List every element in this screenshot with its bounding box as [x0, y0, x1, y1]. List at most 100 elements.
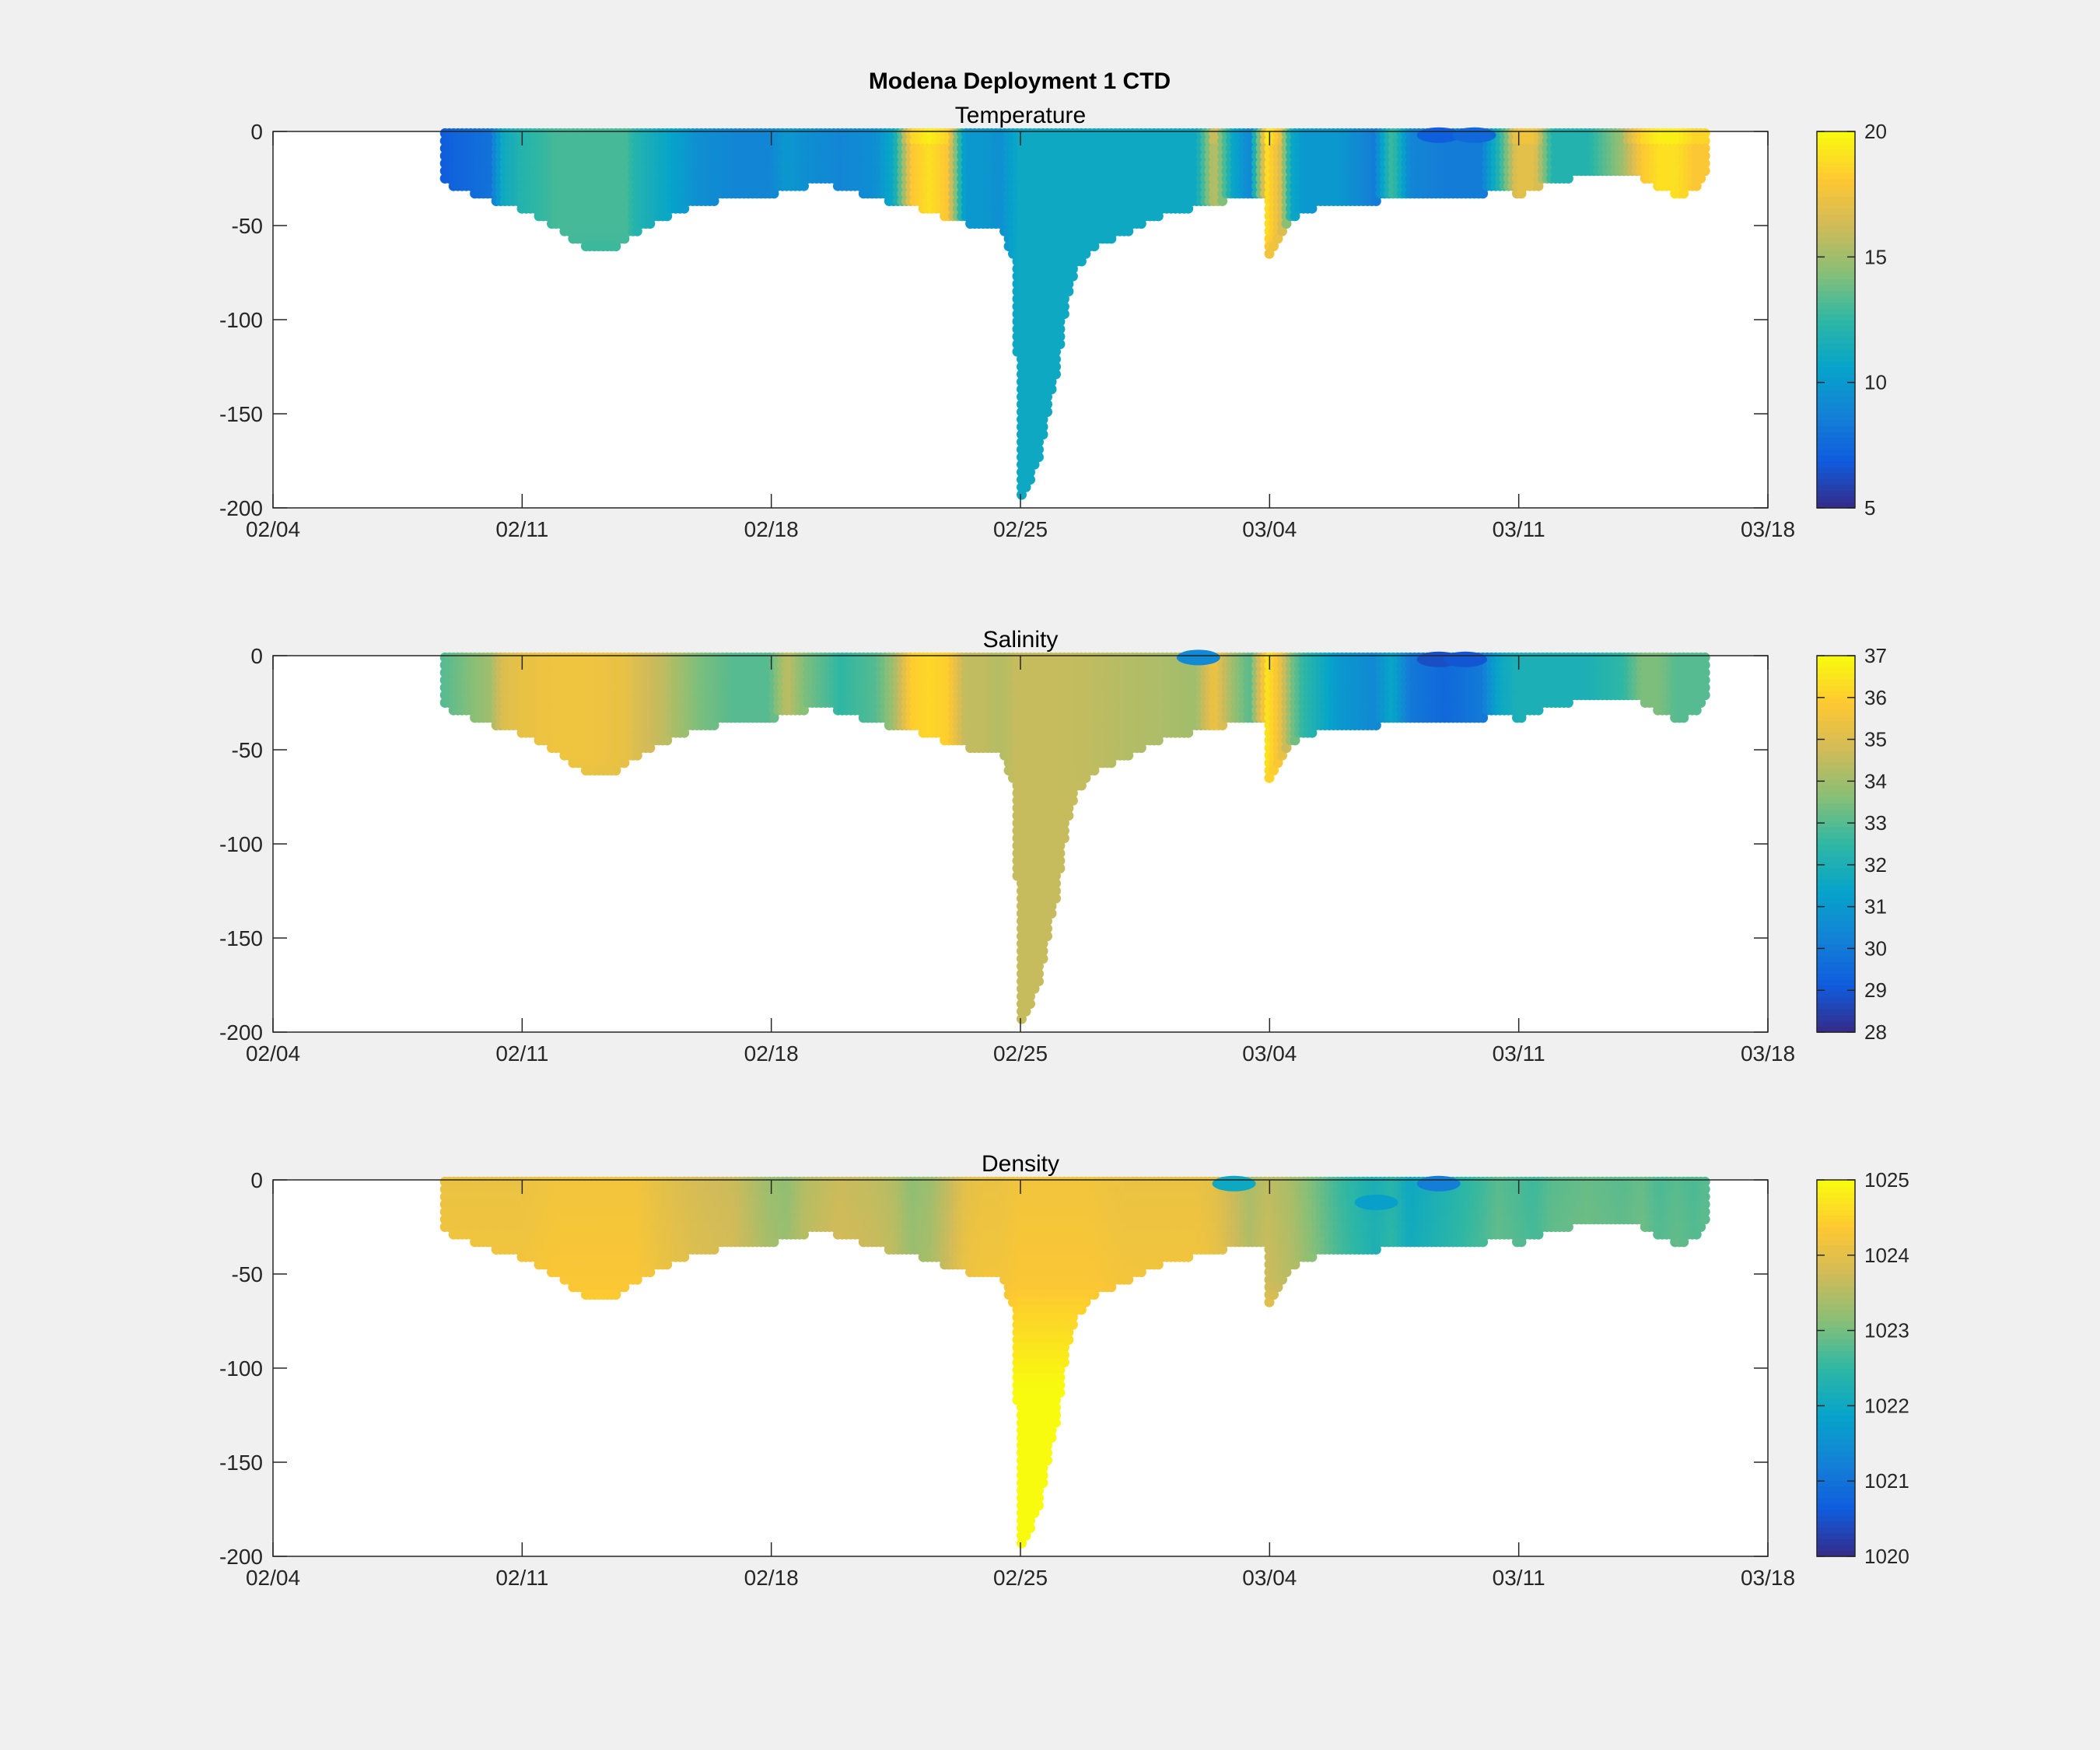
colorbar-segment: [1817, 313, 1855, 320]
colorbar-segment: [1817, 143, 1855, 150]
x-tick-label: 02/25: [993, 517, 1048, 541]
colorbar-segment: [1817, 284, 1855, 291]
colorbar-segment: [1817, 454, 1855, 462]
colorbar-segment: [1817, 172, 1855, 180]
colorbar-segment: [1817, 149, 1855, 156]
colorbar-segment: [1817, 155, 1855, 162]
colorbar-segment: [1817, 290, 1855, 297]
colorbar-segment: [1817, 431, 1855, 439]
colorbar-segment: [1817, 243, 1855, 250]
x-tick-label: 02/04: [246, 517, 300, 541]
colorbar-segment: [1817, 296, 1855, 303]
colorbar-segment: [1817, 208, 1855, 215]
data-point: [1699, 166, 1710, 177]
colorbar-segment: [1817, 384, 1855, 391]
colorbar-segment: [1817, 401, 1855, 409]
data-point: [611, 241, 621, 252]
colorbar-tick-label: 10: [1864, 371, 1887, 394]
data-point: [632, 226, 642, 236]
x-tick-label: 03/04: [1242, 517, 1297, 541]
data-point: [679, 203, 690, 214]
colorbar-segment: [1817, 343, 1855, 350]
data-point: [1038, 429, 1048, 440]
colorbar-segment: [1817, 213, 1855, 221]
colorbar-segment: [1817, 226, 1855, 233]
colorbar-segment: [1817, 414, 1855, 421]
colorbar-segment: [1817, 307, 1855, 315]
colorbar-segment: [1817, 249, 1855, 256]
colorbar-segment: [1817, 178, 1855, 185]
data-points: [439, 127, 1710, 500]
data-point: [768, 188, 779, 199]
colorbar-segment: [1817, 484, 1855, 492]
colorbar-segment: [1817, 237, 1855, 244]
surface-feature: [1452, 127, 1496, 143]
colorbar-segment: [1817, 449, 1855, 456]
colorbar-segment: [1817, 166, 1855, 173]
colorbar-segment: [1817, 467, 1855, 474]
x-tick-label: 03/11: [1493, 517, 1545, 541]
data-point: [709, 196, 719, 206]
colorbar-segment: [1817, 419, 1855, 426]
data-point: [619, 233, 630, 244]
colorbar-segment: [1817, 190, 1855, 197]
x-tick-label: 02/18: [744, 517, 799, 541]
colorbar-segment: [1817, 196, 1855, 203]
colorbar-segment: [1817, 366, 1855, 373]
colorbar-segment: [1817, 201, 1855, 209]
y-tick-label: -150: [219, 402, 263, 426]
colorbar-segment: [1817, 472, 1855, 479]
colorbar-segment: [1817, 337, 1855, 345]
colorbar-segment: [1817, 408, 1855, 415]
colorbar-segment: [1817, 131, 1855, 138]
colorbar-segment: [1817, 272, 1855, 279]
subplot-title: Temperature: [955, 103, 1086, 128]
colorbar-segment: [1817, 261, 1855, 268]
figure-title: Modena Deployment 1 CTD: [869, 68, 1171, 94]
colorbar-segment: [1817, 137, 1855, 144]
colorbar-segment: [1817, 490, 1855, 497]
y-tick-label: -50: [232, 214, 263, 238]
colorbar-segment: [1817, 425, 1855, 432]
colorbar-segment: [1817, 231, 1855, 238]
colorbar-segment: [1817, 355, 1855, 362]
colorbar-segment: [1817, 443, 1855, 450]
data-point: [1051, 369, 1061, 380]
colorbar-segment: [1817, 373, 1855, 380]
colorbar-segment: [1817, 348, 1855, 356]
colorbar-segment: [1817, 331, 1855, 338]
colorbar-segment: [1817, 460, 1855, 467]
y-tick-label: -200: [219, 496, 263, 520]
colorbar-tick-label: 15: [1864, 245, 1887, 268]
colorbar-segment: [1817, 396, 1855, 403]
data-point: [799, 180, 809, 191]
data-point: [1042, 407, 1052, 418]
data-point: [1067, 271, 1078, 282]
colorbar-segment: [1817, 266, 1855, 274]
colorbar-segment: [1817, 378, 1855, 385]
colorbar-segment: [1817, 390, 1855, 397]
colorbar-segment: [1817, 254, 1855, 262]
subplot-temperature: Temperature 02/04 02/11 02/18 02/25 03/04 03/1…: [219, 103, 1887, 541]
data-point: [662, 211, 673, 222]
x-tick-label: 03/18: [1741, 517, 1795, 541]
x-tick-label: 02/11: [495, 517, 548, 541]
data-point: [1055, 339, 1066, 349]
colorbar-segment: [1817, 219, 1855, 226]
y-tick-label: 0: [250, 120, 263, 144]
colorbar-segment: [1817, 478, 1855, 485]
colorbar-tick-label: 5: [1864, 496, 1875, 520]
colorbar-segment: [1817, 437, 1855, 444]
colorbar-segment: [1817, 320, 1855, 327]
colorbar-tick-label: 20: [1864, 120, 1887, 143]
data-point: [1063, 286, 1074, 297]
colorbar-segment: [1817, 184, 1855, 191]
colorbar-segment: [1817, 495, 1855, 503]
data-point: [1034, 452, 1044, 463]
y-tick-label: -100: [219, 308, 263, 332]
colorbar-segment: [1817, 160, 1855, 168]
data-point: [1059, 309, 1069, 320]
colorbar-segment: [1817, 360, 1855, 368]
